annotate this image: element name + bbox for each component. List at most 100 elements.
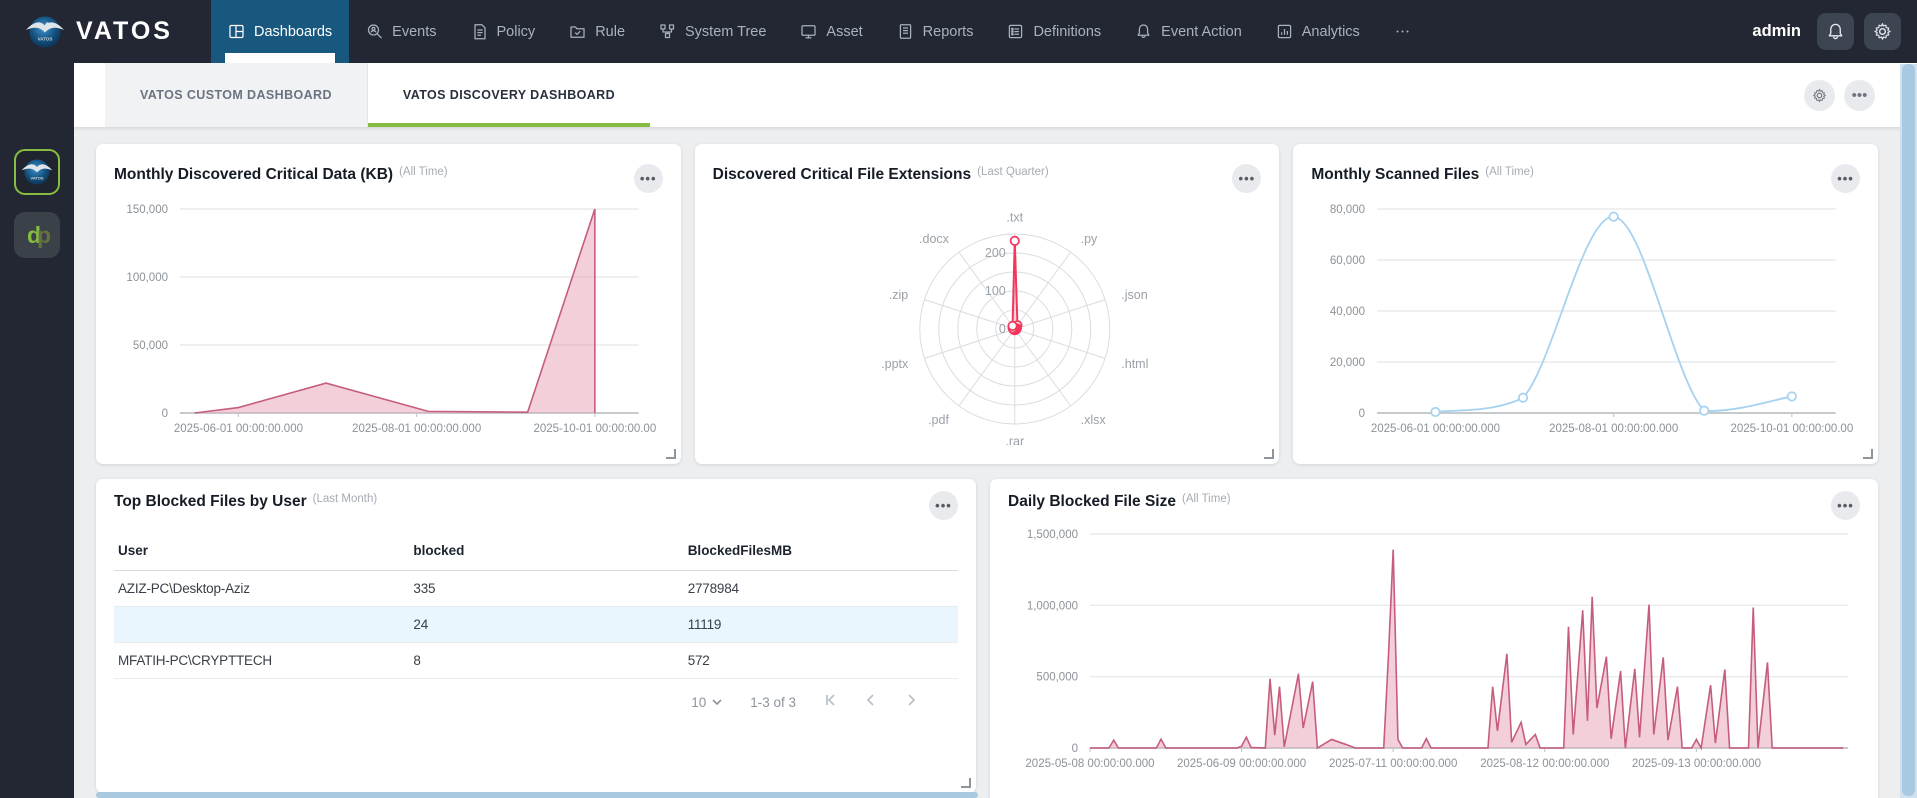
svg-text:60,000: 60,000 xyxy=(1330,255,1365,267)
card-title: Monthly Discovered Critical Data (KB) xyxy=(114,166,394,183)
table-cell: AZIZ-PC\Desktop-Aziz xyxy=(114,570,410,607)
previous-page-button[interactable] xyxy=(864,693,878,711)
brand[interactable]: VATOS VATOS xyxy=(0,0,211,63)
column-header[interactable]: BlockedFilesMB xyxy=(683,534,958,571)
nav-items: Dashboards Events Policy Rule System Tree Ass… xyxy=(210,0,1752,63)
table-row[interactable]: AZIZ-PC\Desktop-Aziz 335 2778984 xyxy=(114,570,958,607)
svg-text:.json: .json xyxy=(1121,288,1147,302)
first-page-button[interactable] xyxy=(824,693,838,711)
svg-text:2025-08-01 00:00:00.000: 2025-08-01 00:00:00.000 xyxy=(1549,423,1678,435)
nav-item-events[interactable]: Events xyxy=(349,0,453,63)
vertical-scrollbar[interactable] xyxy=(1900,64,1917,798)
svg-text:2025-08-01 00:00:00.000: 2025-08-01 00:00:00.000 xyxy=(352,423,481,435)
nav-item-system-tree[interactable]: System Tree xyxy=(642,0,783,63)
ellipsis-icon: ••• xyxy=(1851,86,1868,104)
column-header[interactable]: blocked xyxy=(409,534,684,571)
page-size-select[interactable]: 10 xyxy=(691,695,722,710)
horizontal-scrollbar[interactable] xyxy=(96,792,978,798)
nav-item-label: Definitions xyxy=(1033,23,1102,40)
page-range-label: 1-3 of 3 xyxy=(750,694,796,710)
nav-item-label: Dashboards xyxy=(253,23,333,40)
table-cell: 11119 xyxy=(683,606,958,643)
svg-text:2025-10-01 00:00:00.00: 2025-10-01 00:00:00.00 xyxy=(533,423,656,435)
settings-button[interactable] xyxy=(1864,13,1901,50)
top-navigation-bar: VATOS VATOS Dashboards Events Policy Rule Sy… xyxy=(0,0,1917,63)
notifications-button[interactable] xyxy=(1817,13,1854,50)
app-sidebar: VATOS dp xyxy=(0,63,74,798)
table-header-row: User blocked BlockedFilesMB xyxy=(114,534,958,571)
card-resize-handle[interactable] xyxy=(1863,449,1874,459)
svg-text:.pptx: .pptx xyxy=(881,357,909,371)
svg-text:.docx: .docx xyxy=(919,232,950,246)
dashboard-tabbar: VATOS CUSTOM DASHBOARD VATOS DISCOVERY D… xyxy=(74,63,1917,127)
nav-item-label: Rule xyxy=(595,23,626,40)
bar-chart-icon xyxy=(1277,24,1291,39)
svg-text:0: 0 xyxy=(1359,408,1365,420)
svg-text:.rar: .rar xyxy=(1005,435,1024,446)
svg-text:50,000: 50,000 xyxy=(133,340,168,352)
table-row[interactable]: MFATIH-PC\CRYPTTECH 8 572 xyxy=(114,642,958,679)
ellipsis-icon: ••• xyxy=(639,171,657,186)
folder-check-icon xyxy=(570,26,585,38)
card-timeframe: (Last Month) xyxy=(312,493,378,505)
vertical-scrollbar-thumb[interactable] xyxy=(1902,64,1915,796)
bell-icon xyxy=(1137,24,1150,38)
tab-vatos-discovery-dashboard[interactable]: VATOS DISCOVERY DASHBOARD xyxy=(367,63,651,127)
card-resize-handle[interactable] xyxy=(1264,449,1275,459)
nav-item-label: System Tree xyxy=(685,23,767,40)
nav-item-dashboards[interactable]: Dashboards xyxy=(210,0,350,63)
sidebar-item-dp[interactable]: dp xyxy=(14,212,60,258)
column-header[interactable]: User xyxy=(114,534,410,571)
nav-item-definitions[interactable]: Definitions xyxy=(990,0,1118,63)
svg-text:2025-06-01 00:00:00.000: 2025-06-01 00:00:00.000 xyxy=(174,423,303,435)
chevron-left-icon xyxy=(866,694,874,706)
card-menu-button[interactable]: ••• xyxy=(633,164,663,193)
ellipsis-icon: ••• xyxy=(935,498,952,513)
svg-text:200: 200 xyxy=(985,246,1006,260)
card-menu-button[interactable]: ••• xyxy=(929,491,958,520)
nav-item-asset[interactable]: Asset xyxy=(783,0,879,63)
nav-item-event-action[interactable]: Event Action xyxy=(1118,0,1259,63)
dashboard-settings-button[interactable] xyxy=(1804,79,1835,111)
chevron-right-icon xyxy=(908,694,916,706)
svg-text:2025-08-12 00:00:00.000: 2025-08-12 00:00:00.000 xyxy=(1480,758,1609,770)
card-monthly-scanned: Monthly Scanned Files (All Time) ••• 0 20… xyxy=(1293,144,1879,464)
svg-text:2025-09-13 00:00:00.000: 2025-09-13 00:00:00.000 xyxy=(1632,758,1761,770)
table-row[interactable]: 24 11119 xyxy=(114,606,958,643)
card-title: Top Blocked Files by User xyxy=(114,493,307,510)
card-resize-handle[interactable] xyxy=(665,449,676,459)
svg-text:2025-05-08 00:00:00.000: 2025-05-08 00:00:00.000 xyxy=(1025,758,1154,770)
tab-vatos-custom-dashboard[interactable]: VATOS CUSTOM DASHBOARD xyxy=(105,63,368,127)
gear-icon xyxy=(1813,88,1826,102)
nav-item-policy[interactable]: Policy xyxy=(454,0,553,63)
monitor-icon xyxy=(801,25,817,39)
nav-item-reports[interactable]: Reports xyxy=(880,0,991,63)
svg-text:.pdf: .pdf xyxy=(928,413,949,427)
nav-item-analytics[interactable]: Analytics xyxy=(1259,0,1377,63)
pager-buttons xyxy=(824,693,918,711)
org-tree-icon xyxy=(660,24,675,39)
ellipsis-icon xyxy=(1396,30,1409,33)
card-top-blocked-files: Top Blocked Files by User (Last Month) •… xyxy=(96,479,976,793)
svg-text:2025-06-01 00:00:00.000: 2025-06-01 00:00:00.000 xyxy=(1371,423,1500,435)
user-name[interactable]: admin xyxy=(1752,22,1801,40)
card-file-extensions: Discovered Critical File Extensions (Las… xyxy=(694,144,1280,464)
table-cell: 24 xyxy=(409,606,684,643)
card-menu-button[interactable]: ••• xyxy=(1831,164,1861,193)
search-user-icon xyxy=(368,24,383,39)
sidebar-item-vatos[interactable]: VATOS xyxy=(14,149,60,195)
next-page-button[interactable] xyxy=(904,693,918,711)
main-area: VATOS CUSTOM DASHBOARD VATOS DISCOVERY D… xyxy=(74,63,1917,798)
nav-item-⋯[interactable] xyxy=(1377,0,1428,63)
card-menu-button[interactable]: ••• xyxy=(1831,491,1860,520)
table-cell: 8 xyxy=(409,642,684,679)
svg-text:VATOS: VATOS xyxy=(38,36,53,41)
nav-item-rule[interactable]: Rule xyxy=(552,0,642,63)
page-size-value: 10 xyxy=(691,694,707,710)
top-blocked-files-table: User blocked BlockedFilesMB AZIZ-PC\Deskto… xyxy=(114,534,958,679)
dashboard-more-button[interactable]: ••• xyxy=(1844,79,1875,111)
gear-icon xyxy=(1874,23,1891,40)
nav-item-label: Reports xyxy=(922,23,974,40)
card-resize-handle[interactable] xyxy=(961,778,971,788)
card-menu-button[interactable]: ••• xyxy=(1232,164,1262,193)
